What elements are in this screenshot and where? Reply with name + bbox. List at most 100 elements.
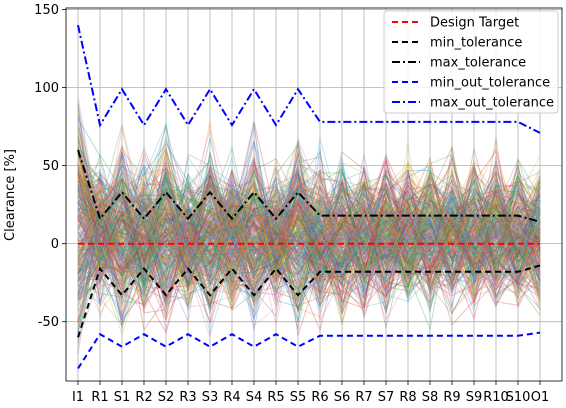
sample-line (77, 174, 541, 318)
sample-line (77, 104, 541, 282)
sample-line (77, 174, 541, 314)
sample-line (77, 199, 541, 313)
sample-line (77, 141, 541, 298)
x-tick-label: S9 (466, 390, 483, 404)
sample-line (77, 160, 541, 313)
sample-line (77, 134, 541, 298)
legend-label: Design Target (430, 16, 519, 31)
sample-line (77, 149, 541, 335)
sample-line (77, 177, 541, 300)
sample-line (77, 145, 541, 314)
sample-line (77, 128, 541, 280)
sample-line (77, 144, 541, 292)
sample-line (77, 177, 541, 300)
sample-line (77, 177, 541, 296)
sample-line (77, 128, 541, 309)
sample-line (77, 181, 541, 324)
y-axis-label: Clearance [%] (3, 149, 18, 241)
legend-label: min_tolerance (430, 36, 522, 51)
sample-line (77, 180, 541, 286)
sample-line (77, 193, 541, 306)
sample-line (77, 176, 541, 297)
sample-line (77, 176, 541, 278)
sample-line (77, 175, 541, 322)
sample-line (77, 159, 541, 297)
sample-line (77, 170, 541, 283)
sample-line (77, 193, 541, 298)
sample-line (77, 141, 541, 298)
sample-line (77, 169, 541, 275)
sample-line (77, 157, 541, 305)
sample-line (77, 176, 541, 323)
sample-line (77, 117, 541, 321)
sample-line (77, 168, 541, 298)
sample-line (77, 172, 541, 304)
x-tick-label: S2 (158, 390, 175, 404)
sample-line (77, 173, 541, 321)
sample-line (77, 192, 541, 282)
sample-line (77, 151, 541, 305)
sample-line (77, 152, 541, 268)
sample-line (77, 185, 541, 294)
sample-line (77, 168, 541, 314)
sample-line (77, 155, 541, 284)
sample-line (77, 145, 541, 295)
sample-line (77, 186, 541, 308)
sample-line (77, 155, 541, 293)
sample-line (77, 148, 541, 287)
sample-line (77, 161, 541, 285)
sample-line (77, 168, 541, 294)
x-tick-label: S10 (506, 390, 531, 404)
sample-line (77, 189, 541, 293)
sample-line (77, 164, 541, 303)
sample-line (77, 124, 541, 277)
sample-line (77, 168, 541, 299)
sample-line (77, 152, 541, 293)
sample-line (77, 193, 541, 306)
sample-line (77, 168, 541, 279)
sample-line (77, 171, 541, 303)
sample-line (77, 169, 541, 323)
sample-line (77, 167, 541, 275)
y-tick-label: 150 (34, 3, 59, 18)
x-tick-label: R6 (311, 390, 328, 404)
sample-line (77, 179, 541, 307)
sample-line (77, 162, 541, 294)
sample-line (77, 156, 541, 281)
sample-line (77, 155, 541, 311)
sample-line (77, 190, 541, 323)
x-tick-label: S6 (334, 390, 351, 404)
sample-line (77, 118, 541, 299)
sample-line (77, 142, 541, 330)
sample-line (77, 168, 541, 306)
sample-line (77, 146, 541, 307)
sample-line (77, 124, 541, 294)
x-tick-label: O1 (531, 390, 550, 404)
sample-line (77, 182, 541, 310)
sample-line (77, 176, 541, 336)
sample-line (77, 136, 541, 307)
sample-line (77, 179, 541, 297)
x-tick-label: S3 (202, 390, 219, 404)
sample-line (77, 169, 541, 306)
sample-line (77, 189, 541, 310)
sample-line (77, 147, 541, 295)
sample-line (77, 172, 541, 326)
sample-line (77, 182, 541, 307)
sample-line (77, 166, 541, 280)
sample-line (77, 152, 541, 307)
sample-line (77, 158, 541, 314)
sample-line (77, 175, 541, 307)
sample-line (77, 163, 541, 273)
sample-line (77, 165, 541, 288)
x-tick-label: R10 (483, 390, 509, 404)
sample-line (77, 192, 541, 314)
sample-line (77, 138, 541, 331)
sample-line (77, 153, 541, 305)
sample-line (77, 166, 541, 318)
sample-line (77, 166, 541, 332)
sample-line (77, 157, 541, 285)
sample-line (77, 178, 541, 316)
